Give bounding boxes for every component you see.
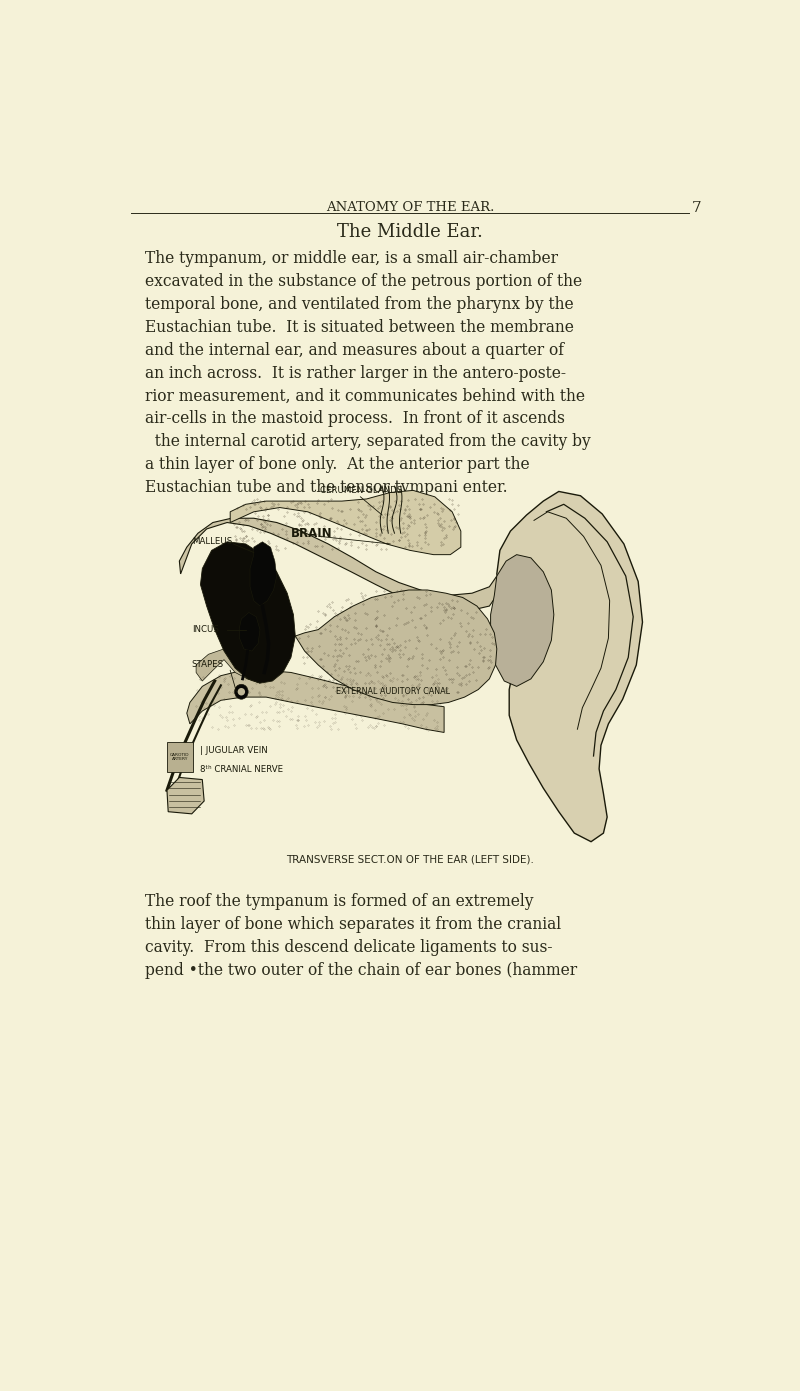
Text: | JUGULAR VEIN: | JUGULAR VEIN — [201, 746, 268, 755]
Polygon shape — [490, 555, 554, 686]
Text: The roof the tympanum is formed of an extremely: The roof the tympanum is formed of an ex… — [145, 893, 533, 910]
Text: MALLEUS: MALLEUS — [192, 537, 232, 547]
Polygon shape — [250, 541, 277, 606]
Text: the internal carotid artery, separated from the cavity by: the internal carotid artery, separated f… — [145, 433, 590, 449]
Text: BRAIN: BRAIN — [291, 527, 333, 540]
Text: excavated in the substance of the petrous portion of the: excavated in the substance of the petrou… — [145, 273, 582, 291]
Text: a thin layer of bone only.  At the anterior part the: a thin layer of bone only. At the anteri… — [145, 456, 530, 473]
Polygon shape — [239, 612, 260, 651]
Text: rior measurement, and it communicates behind with the: rior measurement, and it communicates be… — [145, 387, 585, 405]
Polygon shape — [196, 647, 260, 683]
Text: The tympanum, or middle ear, is a small air-chamber: The tympanum, or middle ear, is a small … — [145, 250, 558, 267]
Text: an inch across.  It is rather larger in the antero-poste-: an inch across. It is rather larger in t… — [145, 364, 566, 381]
Bar — [167, 741, 193, 772]
Text: STAPES: STAPES — [192, 661, 224, 669]
Polygon shape — [187, 670, 444, 733]
Text: The Middle Ear.: The Middle Ear. — [337, 223, 483, 241]
Text: Eustachian tube.  It is situated between the membrane: Eustachian tube. It is situated between … — [145, 319, 574, 335]
Text: CERUMEN GLANDS: CERUMEN GLANDS — [320, 485, 402, 495]
Text: Eustachian tube and the tensor tympani enter.: Eustachian tube and the tensor tympani e… — [145, 479, 507, 495]
Polygon shape — [167, 778, 204, 814]
Text: air-cells in the mastoid process.  In front of it ascends: air-cells in the mastoid process. In fro… — [145, 410, 565, 427]
Text: cavity.  From this descend delicate ligaments to sus-: cavity. From this descend delicate ligam… — [145, 939, 552, 956]
Ellipse shape — [238, 689, 245, 696]
Text: 8ᵗʰ CRANIAL NERVE: 8ᵗʰ CRANIAL NERVE — [201, 765, 283, 775]
Polygon shape — [201, 541, 295, 683]
Text: temporal bone, and ventilated from the pharynx by the: temporal bone, and ventilated from the p… — [145, 296, 574, 313]
Text: ANATOMY OF THE EAR.: ANATOMY OF THE EAR. — [326, 202, 494, 214]
Polygon shape — [230, 491, 461, 555]
Polygon shape — [497, 491, 642, 842]
Text: CAROTID
ARTERY: CAROTID ARTERY — [170, 753, 190, 761]
Text: TRANSVERSE SECT.ON OF THE EAR (LEFT SIDE).: TRANSVERSE SECT.ON OF THE EAR (LEFT SIDE… — [286, 854, 534, 865]
Text: 7: 7 — [692, 202, 702, 216]
Polygon shape — [179, 519, 497, 611]
Text: and the internal ear, and measures about a quarter of: and the internal ear, and measures about… — [145, 342, 564, 359]
Text: INCUS: INCUS — [192, 625, 218, 634]
Text: pend •the two outer of the chain of ear bones (hammer: pend •the two outer of the chain of ear … — [145, 961, 577, 978]
Text: EXTERNAL AUDITORY CANAL: EXTERNAL AUDITORY CANAL — [336, 687, 450, 697]
Polygon shape — [295, 590, 497, 705]
Text: thin layer of bone which separates it from the cranial: thin layer of bone which separates it fr… — [145, 915, 561, 933]
Ellipse shape — [234, 684, 248, 700]
